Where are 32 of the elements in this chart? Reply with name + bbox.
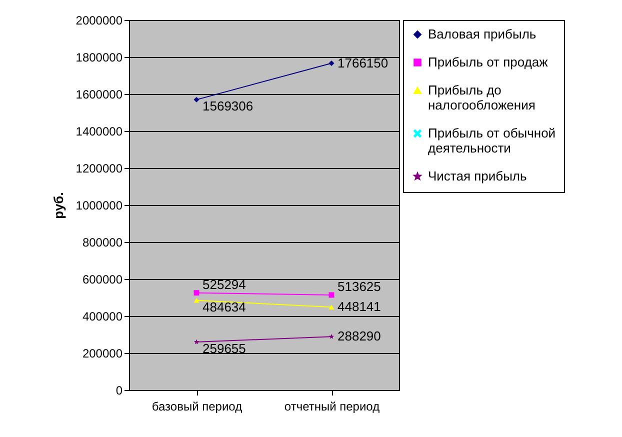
legend-label: Чистая прибыль [428,168,528,184]
legend-label: Прибыль до налогообложения [428,82,536,112]
data-label: 1569306 [202,98,254,114]
x-tick-label: базовый период [152,400,242,414]
y-tick-label: 1800000 [76,50,123,64]
y-tick-label: 1400000 [76,124,123,138]
y-tick-label: 2000000 [76,14,123,28]
y-tick-label: 600000 [82,272,123,286]
y-tick-label: 1200000 [76,162,123,176]
x-tick-label: отчетный период [284,400,380,414]
y-tick-label: 0 [116,384,123,398]
y-tick-label: 400000 [82,310,123,324]
y-axis-title: руб. [50,192,66,219]
y-tick-label: 1000000 [76,198,123,212]
legend-label: Прибыль от продаж [428,54,548,70]
legend-label: Валовая прибыль [428,26,536,42]
data-label: 448141 [338,299,381,314]
y-tick-label: 200000 [82,346,123,360]
legend-label: Прибыль от обычной деятельности [428,126,556,156]
point [328,292,334,298]
point [194,96,200,102]
data-label: 484634 [202,299,246,314]
data-label: 288290 [338,328,381,344]
point [194,290,200,296]
y-tick-label: 800000 [82,236,123,250]
data-label: 513625 [338,278,381,294]
data-label: 259655 [202,340,246,356]
data-label: 525294 [202,276,246,292]
point [328,334,334,339]
data-label: 1766150 [338,55,388,70]
y-tick-label: 1600000 [76,88,123,102]
point [194,339,200,344]
